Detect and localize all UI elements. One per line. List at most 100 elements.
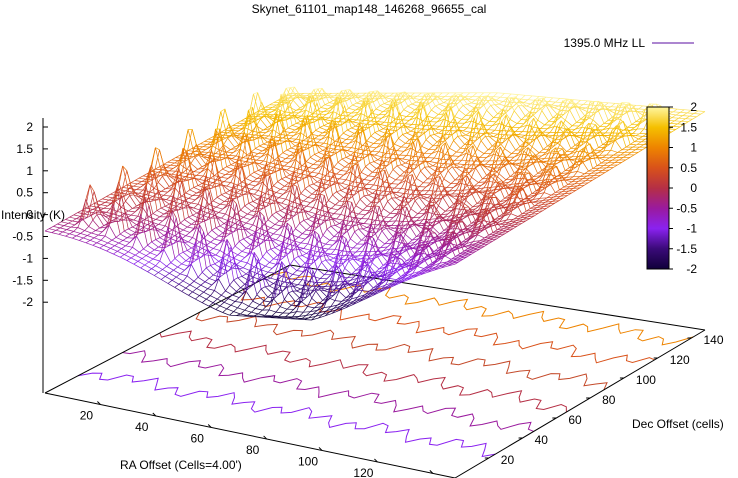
surface-line — [229, 231, 234, 235]
surface-line — [276, 210, 281, 213]
surface-line — [337, 252, 346, 269]
surface-line — [144, 261, 150, 266]
surface-line — [324, 104, 332, 107]
surface-line — [326, 308, 334, 312]
surface-line — [187, 148, 193, 152]
surface-line — [401, 99, 407, 103]
surface-line — [130, 182, 138, 185]
surface-line — [171, 209, 177, 218]
surface-line — [175, 203, 181, 207]
surface-line — [468, 98, 476, 101]
surface-line — [196, 284, 202, 289]
surface-line — [145, 167, 151, 187]
surface-line — [66, 229, 74, 232]
surface-line — [282, 119, 287, 121]
surface-line — [81, 217, 89, 227]
surface-line — [244, 205, 252, 212]
surface-line — [234, 130, 239, 134]
surface-line — [111, 218, 117, 222]
surface-line — [100, 214, 109, 224]
surface-line — [312, 312, 320, 315]
surface-line — [282, 190, 288, 195]
surface-line — [388, 99, 393, 116]
surface-line — [342, 100, 347, 103]
surface-line — [578, 180, 586, 182]
surface-line — [343, 132, 351, 137]
surface-line — [297, 148, 306, 189]
surface-line — [378, 284, 386, 289]
surface-line — [277, 178, 282, 182]
surface-line — [399, 95, 404, 100]
surface-line — [87, 232, 92, 236]
surface-line — [367, 97, 373, 110]
surface-line — [300, 170, 306, 175]
surface-line — [322, 114, 327, 118]
surface-line — [346, 224, 354, 227]
surface-line — [170, 238, 178, 242]
surface-line — [273, 120, 279, 125]
surface-line — [308, 315, 316, 319]
surface-line — [450, 106, 459, 137]
surface-line — [325, 218, 333, 222]
surface-line — [141, 258, 150, 263]
surface-line — [222, 154, 230, 156]
surface-line — [400, 91, 406, 93]
surface-line — [188, 216, 196, 222]
surface-line — [222, 254, 228, 259]
surface-line — [91, 212, 96, 216]
surface-line — [518, 220, 526, 223]
surface-line — [315, 143, 321, 147]
surface-line — [391, 183, 399, 185]
surface-line — [348, 289, 356, 300]
surface-line — [252, 215, 258, 225]
surface-line — [160, 225, 166, 231]
surface-line — [292, 184, 300, 224]
surface-line — [166, 265, 174, 271]
surface-line — [159, 164, 164, 168]
surface-line — [480, 95, 489, 108]
surface-line — [300, 242, 308, 245]
surface-line — [309, 89, 315, 96]
surface-line — [255, 228, 261, 233]
surface-line — [121, 190, 126, 194]
surface-line — [562, 100, 570, 110]
surface-line — [320, 92, 325, 97]
surface-line — [200, 284, 208, 290]
surface-line — [490, 186, 498, 188]
surface-line — [192, 192, 197, 196]
surface-line — [223, 198, 229, 202]
surface-line — [234, 241, 240, 247]
surface-line — [251, 151, 259, 155]
surface-line — [329, 309, 337, 313]
surface-line — [457, 135, 465, 145]
surface-line — [435, 128, 443, 131]
surface-line — [278, 157, 284, 170]
surface-line — [292, 198, 298, 203]
surface-line — [122, 237, 128, 241]
surface-line — [485, 209, 494, 233]
surface-line — [285, 247, 293, 251]
surface-line — [342, 129, 348, 134]
surface-line — [262, 162, 267, 183]
surface-line — [189, 189, 197, 194]
surface-line — [343, 220, 351, 240]
surface-line — [193, 203, 199, 209]
surface-line — [157, 176, 163, 183]
surface-line — [337, 280, 345, 292]
surface-line — [138, 189, 144, 194]
surface-line — [246, 222, 253, 226]
surface-line — [133, 233, 139, 239]
surface-line — [148, 195, 153, 200]
surface-line — [92, 244, 100, 249]
surface-line — [81, 199, 87, 219]
surface-line — [193, 251, 199, 255]
surface-line — [457, 163, 465, 165]
surface-line — [136, 214, 142, 237]
surface-line — [324, 183, 332, 186]
surface-line — [65, 219, 73, 222]
surface-line — [233, 163, 239, 185]
surface-line — [184, 219, 192, 225]
surface-line — [481, 128, 489, 131]
surface-line — [538, 159, 547, 168]
surface-line — [398, 223, 406, 235]
